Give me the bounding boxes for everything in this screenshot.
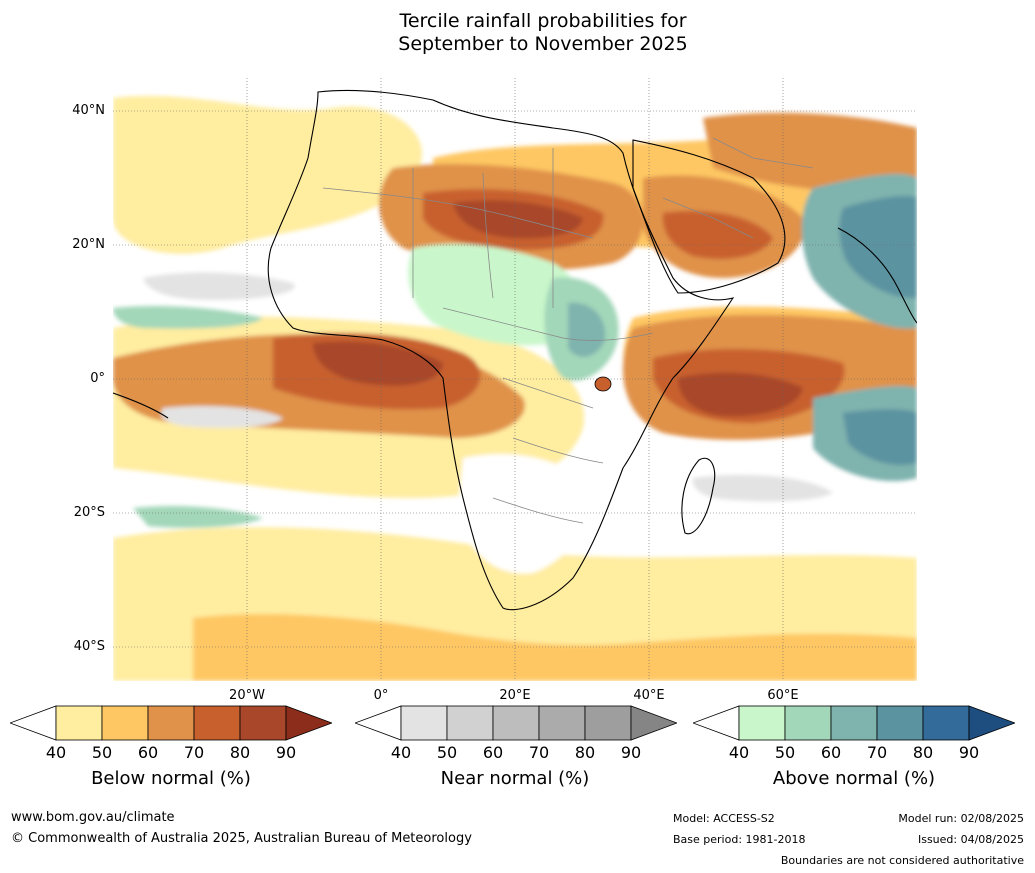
below-colorbar-tick: 70 xyxy=(183,743,205,762)
lon-label-20w: 20°W xyxy=(229,688,265,703)
colorbar-above-normal xyxy=(693,705,1015,741)
footer-model-run: Model run: 02/08/2025 xyxy=(898,812,1024,825)
above-colorbar-min-triangle xyxy=(693,705,740,741)
near-colorbar-min-triangle xyxy=(355,705,402,741)
chart-title: Tercile rainfall probabilities for Septe… xyxy=(0,10,1035,56)
above-colorbar-tick: 50 xyxy=(774,743,796,762)
lat-label-20s: 20°S xyxy=(73,505,105,520)
title-line-2: September to November 2025 xyxy=(398,33,688,55)
above-colorbar-tick: 80 xyxy=(912,743,934,762)
below-colorbar-tick: 80 xyxy=(229,743,251,762)
rainfall-probability-map xyxy=(113,78,917,681)
below-colorbar-tick: 90 xyxy=(275,743,297,762)
lat-label-40s: 40°S xyxy=(73,639,105,654)
near-colorbar-segment xyxy=(400,705,448,741)
below-colorbar-tick: 50 xyxy=(91,743,113,762)
footer-model: Model: ACCESS-S2 xyxy=(673,812,775,825)
near-colorbar-tick: 60 xyxy=(482,743,504,762)
near-colorbar-tick: 40 xyxy=(390,743,412,762)
above-colorbar-tick: 90 xyxy=(958,743,980,762)
below-colorbar-segment xyxy=(101,705,149,741)
near-colorbar-segment xyxy=(538,705,586,741)
lake-victoria xyxy=(594,376,612,392)
footer-base-period: Base period: 1981-2018 xyxy=(673,833,806,846)
above-colorbar-segment xyxy=(922,705,970,741)
footer-disclaimer: Boundaries are not considered authoritat… xyxy=(780,854,1024,867)
below-colorbar-tick: 60 xyxy=(137,743,159,762)
near-colorbar-tick: 90 xyxy=(620,743,642,762)
lat-label-20n: 20°N xyxy=(72,237,105,252)
below-colorbar-min-triangle xyxy=(10,705,57,741)
lat-label-40n: 40°N xyxy=(72,103,105,118)
lon-label-0: 0° xyxy=(373,688,389,703)
footer-url: www.bom.gov.au/climate xyxy=(11,810,175,825)
above-colorbar-tick: 40 xyxy=(728,743,750,762)
map-canvas xyxy=(113,78,917,681)
near-colorbar-max-triangle xyxy=(630,705,677,741)
graticule xyxy=(113,78,917,681)
above-colorbar-segment xyxy=(784,705,832,741)
near-colorbar-tick: 70 xyxy=(528,743,550,762)
below-colorbar-segment xyxy=(193,705,241,741)
title-line-1: Tercile rainfall probabilities for xyxy=(399,10,687,32)
above-normal-title: Above normal (%) xyxy=(772,768,936,789)
above-colorbar-segment xyxy=(876,705,924,741)
near-colorbar-tick: 80 xyxy=(574,743,596,762)
lon-label-20e: 20°E xyxy=(499,688,531,703)
below-normal-title: Below normal (%) xyxy=(91,768,251,789)
lon-label-60e: 60°E xyxy=(767,688,799,703)
below-colorbar-segment xyxy=(55,705,103,741)
colorbar-below-normal xyxy=(10,705,332,741)
footer-issued: Issued: 04/08/2025 xyxy=(917,833,1024,846)
country-borders xyxy=(322,137,814,524)
above-colorbar-segment xyxy=(738,705,786,741)
near-normal-title: Near normal (%) xyxy=(440,768,590,789)
below-colorbar-tick: 40 xyxy=(45,743,67,762)
below-colorbar-max-triangle xyxy=(285,705,332,741)
below-colorbar-segment xyxy=(239,705,287,741)
near-colorbar-segment xyxy=(584,705,632,741)
below-colorbar-segment xyxy=(147,705,195,741)
near-colorbar-segment xyxy=(492,705,540,741)
probability-field xyxy=(113,95,917,681)
lon-label-40e: 40°E xyxy=(633,688,665,703)
coastlines xyxy=(113,89,917,611)
near-colorbar-segment xyxy=(446,705,494,741)
near-colorbar-tick: 50 xyxy=(436,743,458,762)
lat-label-0: 0° xyxy=(90,371,105,386)
colorbar-near-normal xyxy=(355,705,677,741)
above-colorbar-max-triangle xyxy=(968,705,1015,741)
above-colorbar-tick: 60 xyxy=(820,743,842,762)
above-colorbar-tick: 70 xyxy=(866,743,888,762)
above-colorbar-segment xyxy=(830,705,878,741)
footer-copyright: © Commonwealth of Australia 2025, Austra… xyxy=(11,831,472,846)
